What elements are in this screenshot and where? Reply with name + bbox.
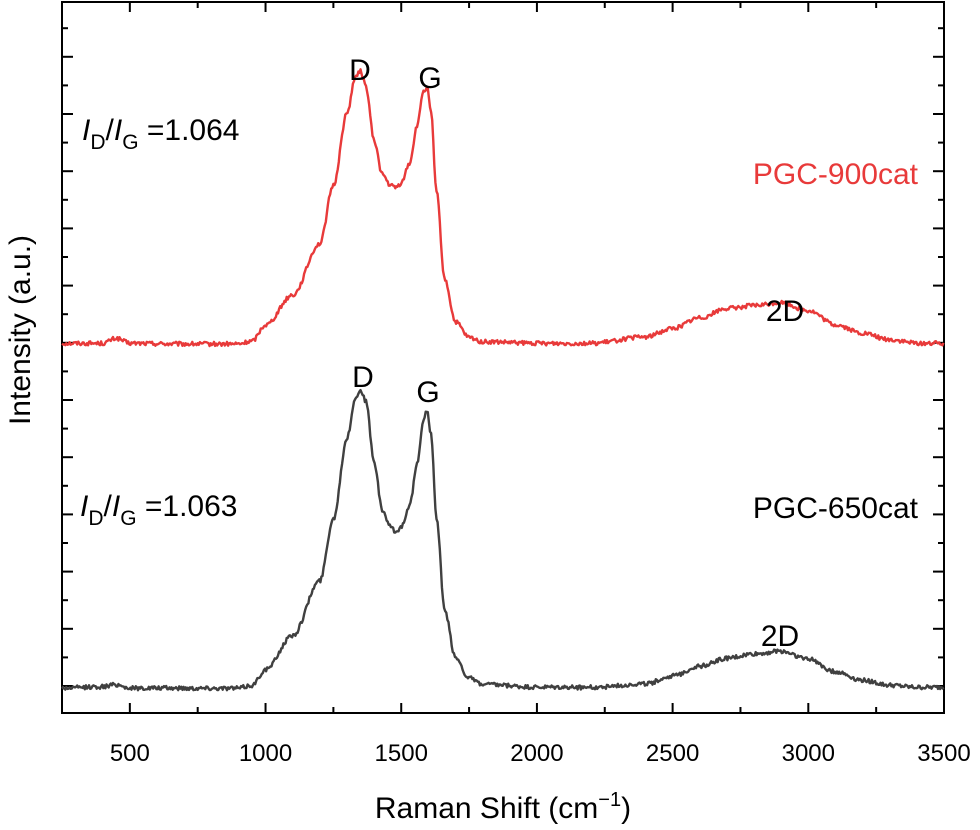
red-series-label: PGC-900cat bbox=[753, 158, 919, 191]
x-axis-title: Raman Shift (cm−1) bbox=[375, 789, 631, 825]
red-2d-peak-label: 2D bbox=[766, 295, 804, 328]
x-tick-label: 500 bbox=[110, 740, 150, 767]
plot-frame bbox=[61, 1, 945, 714]
x-tick-label: 2000 bbox=[510, 740, 563, 767]
black-g-peak-label: G bbox=[416, 376, 439, 409]
series-line-pgc-650cat bbox=[61, 388, 945, 692]
black-d-peak-label: D bbox=[352, 361, 374, 394]
x-axis-ticks: 500 1000 1500 2000 2500 3000 3500 bbox=[61, 2, 971, 767]
black-series-label: PGC-650cat bbox=[753, 492, 919, 525]
x-tick-label: 2500 bbox=[646, 740, 699, 767]
x-tick-label: 1000 bbox=[239, 740, 292, 767]
red-intensity-ratio: ID/IG =1.064 bbox=[82, 114, 239, 154]
black-intensity-ratio: ID/IG =1.063 bbox=[80, 490, 237, 530]
x-tick-label: 3500 bbox=[917, 740, 970, 767]
red-g-peak-label: G bbox=[418, 62, 441, 95]
y-axis-title: Intensity (a.u.) bbox=[4, 235, 37, 425]
x-tick-label: 1500 bbox=[375, 740, 428, 767]
black-2d-peak-label: 2D bbox=[761, 620, 799, 653]
x-tick-label: 3000 bbox=[782, 740, 835, 767]
series-layer bbox=[61, 68, 945, 692]
series-line-pgc-900cat bbox=[61, 68, 945, 348]
red-d-peak-label: D bbox=[349, 54, 371, 87]
